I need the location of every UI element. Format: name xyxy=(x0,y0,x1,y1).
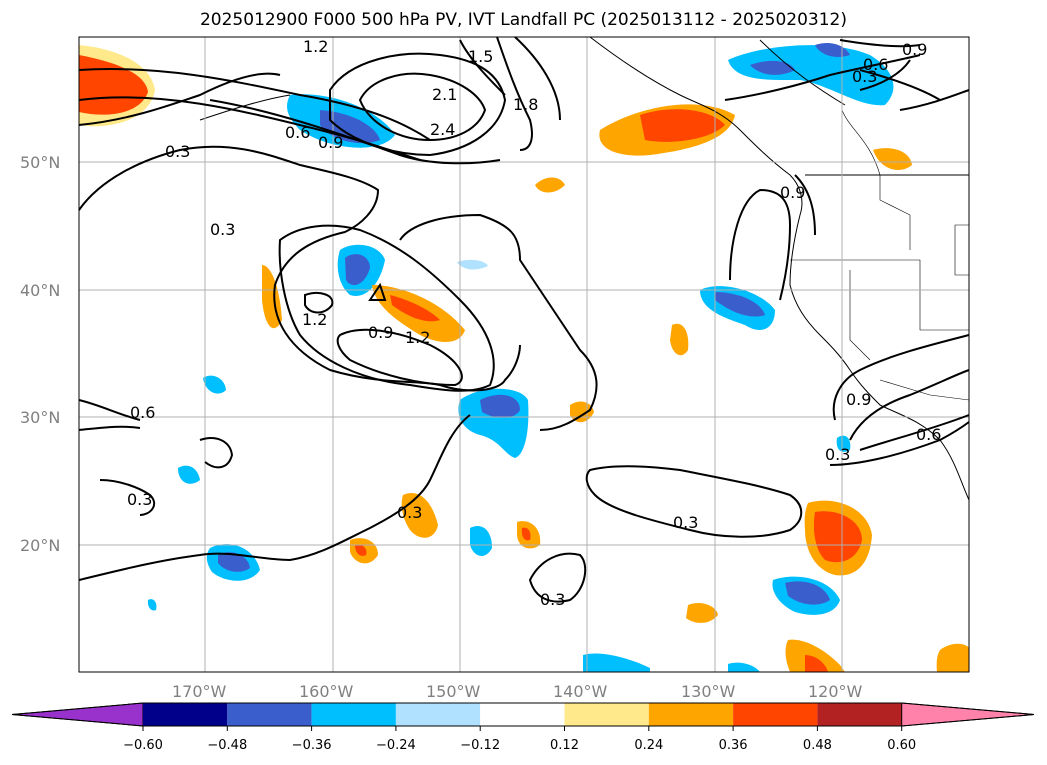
colorbar-extend-low xyxy=(11,702,144,727)
contour-label: 0.3 xyxy=(165,142,190,161)
contour-label: 0.6 xyxy=(863,55,888,74)
pv-contours xyxy=(78,36,970,603)
latitude-labels: 50°N 40°N 30°N 20°N xyxy=(20,153,60,555)
colorbar-tick-label: −0.48 xyxy=(207,738,247,753)
contour-label: 2.1 xyxy=(432,85,457,104)
gridlines xyxy=(79,37,969,672)
contour-label: 1.5 xyxy=(468,47,493,66)
lon-label-160w: 160°W xyxy=(299,682,354,701)
contour-label: 1.2 xyxy=(405,328,430,347)
colorbar-tick-label: 0.36 xyxy=(719,738,748,753)
contour-label: 0.9 xyxy=(902,40,927,59)
contour-label-group: 0.3 0.6 0.9 1.2 1.5 1.8 2.1 2.4 0.3 0.3 … xyxy=(127,37,941,609)
lon-label-120w: 120°W xyxy=(808,682,863,701)
lon-label-170w: 170°W xyxy=(172,682,227,701)
contour-label: 0.9 xyxy=(780,183,805,202)
contour-label: 0.6 xyxy=(130,403,155,422)
colorbar-segment xyxy=(817,703,902,726)
lon-label-130w: 130°W xyxy=(681,682,736,701)
contour-label: 0.6 xyxy=(916,425,941,444)
contour-label: 0.3 xyxy=(852,67,877,86)
lat-label-50n: 50°N xyxy=(20,153,60,172)
contour-label: 0.9 xyxy=(368,323,393,342)
colorbar-tick-label: −0.24 xyxy=(376,738,416,753)
colorbar-segment xyxy=(227,703,312,726)
colorbar-segment xyxy=(564,703,649,726)
contour-label: 0.3 xyxy=(127,490,152,509)
lon-label-150w: 150°W xyxy=(426,682,481,701)
colorbar-segment xyxy=(311,703,396,726)
contour-label: 0.3 xyxy=(397,503,422,522)
contour-label: 1.8 xyxy=(513,95,538,114)
contour-label: 1.2 xyxy=(303,37,328,56)
colorbar-extend-high xyxy=(901,702,1035,727)
colorbar-segment xyxy=(395,703,481,726)
colorbar-segment xyxy=(143,703,228,726)
longitude-labels: 170°W 160°W 150°W 140°W 130°W 120°W xyxy=(172,682,863,701)
colorbar-tick-label: 0.12 xyxy=(550,738,579,753)
colorbar-tick-label: −0.12 xyxy=(460,738,500,753)
colorbar-tick-label: 0.60 xyxy=(887,738,916,753)
map-title: 2025012900 F000 500 hPa PV, IVT Landfall… xyxy=(199,10,847,30)
contour-label: 0.3 xyxy=(540,590,565,609)
contour-label: 0.9 xyxy=(846,390,871,409)
contour-label: 0.6 xyxy=(285,123,310,142)
lat-label-20n: 20°N xyxy=(20,536,60,555)
contour-label: 2.4 xyxy=(430,120,455,139)
plot-frame xyxy=(78,36,970,673)
contour-label: 0.9 xyxy=(318,133,343,152)
shading-layer xyxy=(79,43,969,672)
colorbar-tick-label: 0.48 xyxy=(803,738,832,753)
contour-label: 0.3 xyxy=(210,220,235,239)
colorbar-segment xyxy=(733,703,818,726)
contour-label: 0.3 xyxy=(673,513,698,532)
colorbar-tick-label: 0.24 xyxy=(634,738,663,753)
colorbar: −0.60 −0.48 −0.36 −0.24 −0.12 0.12 0.24 0.36 0.4… xyxy=(11,702,1035,753)
colorbar-tick-label: −0.60 xyxy=(123,738,163,753)
colorbar-segment xyxy=(648,703,734,726)
lon-label-140w: 140°W xyxy=(553,682,608,701)
contour-label: 1.2 xyxy=(302,310,327,329)
plot-area xyxy=(79,37,969,672)
borders xyxy=(790,37,970,401)
lat-label-40n: 40°N xyxy=(20,281,60,300)
colorbar-segment xyxy=(480,703,565,726)
contour-label: 0.3 xyxy=(825,445,850,464)
colorbar-tick-label: −0.36 xyxy=(292,738,332,753)
lat-label-30n: 30°N xyxy=(20,408,60,427)
